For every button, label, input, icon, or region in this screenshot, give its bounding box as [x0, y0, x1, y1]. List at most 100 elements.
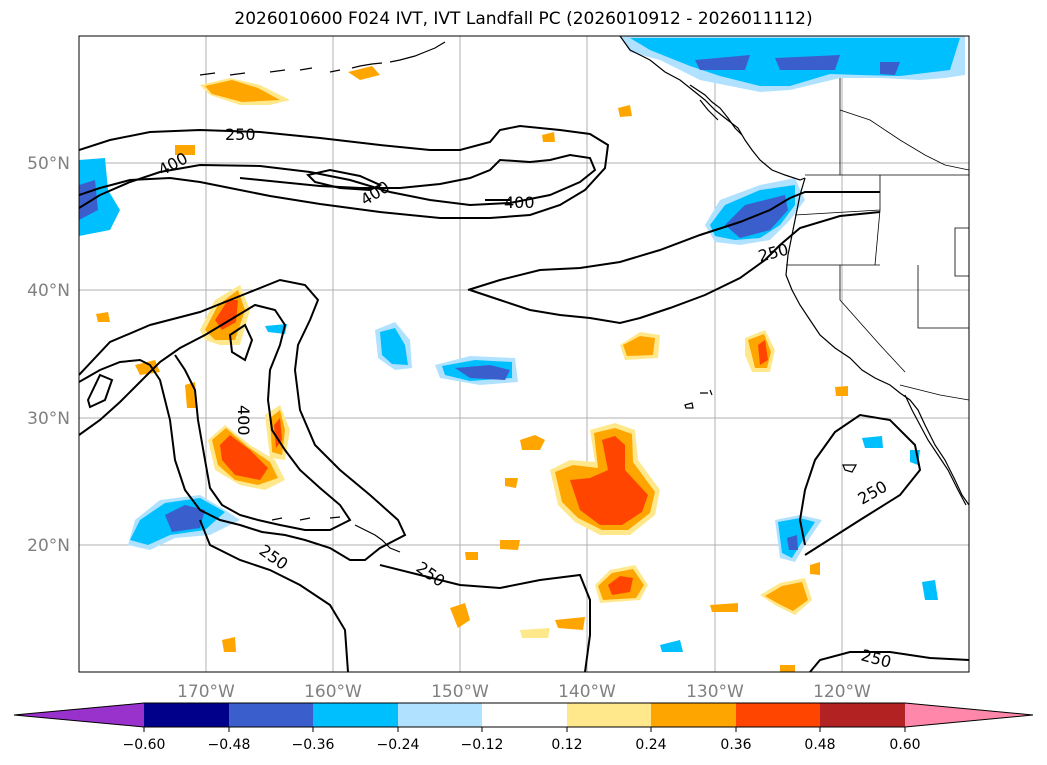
colorbar-segment: [736, 703, 820, 727]
lat-tick-label: 40°N: [27, 281, 70, 301]
colorbar-tick-label: −0.36: [292, 737, 335, 753]
border-us-mexico: [899, 384, 969, 401]
colorbar-segment: [820, 703, 905, 727]
colorbar-extend-high: [905, 703, 1033, 727]
lat-tick-label: 50°N: [27, 154, 70, 174]
lon-tick-label: 160°W: [304, 682, 362, 702]
colorbar: −0.60 −0.48 −0.36 −0.24 −0.12 0.12 0.24 …: [13, 702, 1034, 753]
colorbar-segment: [229, 703, 313, 727]
pos-region-d14: [96, 312, 110, 322]
map-frame: [78, 35, 970, 673]
contour-250-se: [809, 651, 969, 672]
border-bc-north: [839, 109, 969, 171]
lon-tick-label: 130°W: [686, 682, 744, 702]
coast-alaska-panhandle: [619, 36, 806, 181]
pos-region-d2: [520, 435, 545, 450]
pos-region-d6: [450, 603, 470, 628]
pos-region-d12: [618, 105, 632, 117]
pos-region-d3-max: [608, 576, 633, 595]
colorbar-tick-label: 0.60: [889, 737, 920, 753]
lat-tick-label: 20°N: [27, 536, 70, 556]
state-borders: [786, 78, 969, 401]
contour-sw-loop: [86, 373, 114, 409]
colorbar-ticks: [143, 727, 906, 732]
neg-region-gulf-alaska-max: [695, 55, 900, 75]
colorbar-tick-label: −0.12: [461, 737, 504, 753]
colorbar-tick-label: 0.36: [720, 737, 751, 753]
border-nv-az: [917, 265, 969, 329]
longitude-tick-labels: 170°W 160°W 150°W 140°W 130°W 120°W: [177, 682, 871, 702]
map-canvas: 250 400 400 400 250 400 250 250 250 250: [79, 36, 969, 672]
lon-tick-label: 140°W: [558, 682, 616, 702]
colorbar-segment: [398, 703, 482, 727]
coast-bc-inner: [689, 84, 743, 136]
coastlines: [199, 36, 969, 553]
pos-region-d7: [555, 617, 585, 630]
coast-us-west: [785, 177, 969, 506]
pos-region-d8: [520, 628, 550, 638]
coast-baja: [904, 394, 967, 506]
pos-region-d15: [175, 145, 195, 155]
contour-250-south: [199, 519, 591, 672]
contour-400-sw: [79, 303, 352, 531]
pos-region-d13: [542, 132, 555, 142]
contour-label: 250: [225, 125, 256, 144]
pos-region-d18: [780, 665, 795, 672]
contour-250-north: [79, 124, 610, 219]
colorbar-tick-label: 0.12: [551, 737, 582, 753]
contour-label: 400: [234, 405, 253, 436]
lon-tick-label: 120°W: [813, 682, 871, 702]
pos-region-north-core: [205, 80, 280, 102]
gridlines: [79, 36, 969, 672]
neg-region-mid1-core: [380, 328, 408, 365]
pos-region-d11: [505, 478, 518, 488]
contour-400-blob: [306, 168, 383, 192]
pos-region-c1-core: [623, 336, 655, 356]
contour-sw-inner: [228, 323, 254, 362]
border-or-id: [874, 209, 881, 266]
colorbar-tick-label: 0.24: [635, 737, 666, 753]
border-utah: [954, 227, 969, 277]
pos-region-c2-max: [758, 340, 768, 365]
pos-region-d5: [710, 603, 738, 612]
contour-label: 400: [504, 193, 535, 212]
neg-region-pnw-max: [725, 195, 788, 238]
contour-250-pnw: [467, 191, 881, 325]
coast-small-islands: [684, 389, 858, 473]
pos-region-b2-max: [220, 435, 268, 480]
colorbar-segment: [313, 703, 398, 727]
map-title: 2026010600 F024 IVT, IVT Landfall PC (20…: [234, 9, 813, 29]
neg-region-sw-max: [165, 505, 205, 532]
pos-region-aleut: [348, 66, 380, 80]
colorbar-segment: [567, 703, 651, 727]
colorbar-segment: [651, 703, 736, 727]
neg-region-mid2-max: [455, 365, 510, 380]
contour-label: 400: [357, 177, 393, 209]
colorbar-extend-low: [14, 703, 144, 727]
colorbar-segment: [482, 703, 567, 727]
colorbar-tick-label: −0.24: [377, 737, 420, 753]
pos-region-d9: [222, 637, 236, 652]
colorbar-tick-label: −0.48: [208, 737, 251, 753]
contour-400-north: [79, 153, 597, 209]
coast-hawaii: [271, 516, 401, 553]
lon-tick-label: 170°W: [177, 682, 235, 702]
contour-250-coast: [798, 413, 922, 556]
neg-region-small3: [922, 580, 938, 600]
contour-label: 250: [256, 541, 292, 574]
border-wa-or: [794, 175, 881, 216]
neg-region-small2: [660, 640, 683, 652]
pos-region-d16: [465, 552, 478, 560]
colorbar-tick-label: −0.60: [123, 737, 166, 753]
contour-label: 250: [413, 558, 449, 591]
pos-region-d17: [835, 386, 848, 396]
lat-tick-label: 30°N: [27, 409, 70, 429]
pos-region-d1-max: [570, 436, 648, 525]
colorbar-segment: [144, 703, 229, 727]
negative-pc-fills: [79, 36, 965, 652]
border-ca-nv: [839, 265, 906, 373]
latitude-tick-labels: 50°N 40°N 30°N 20°N: [27, 154, 70, 556]
pos-region-d4-core: [765, 582, 808, 611]
neg-region-west: [79, 158, 120, 236]
